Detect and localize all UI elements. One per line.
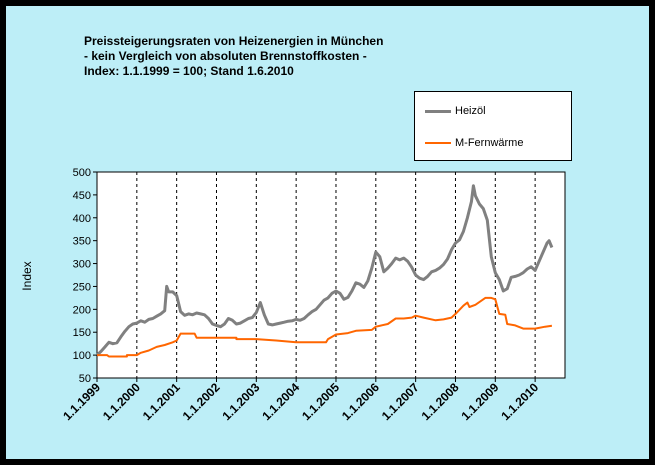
chart-index-note: Index: 1.1.1999 = 100; Stand 1.6.2010 [84, 64, 294, 78]
chart-title-block: Preissteigerungsraten von Heizenergien i… [84, 34, 383, 79]
x-tick-label-9: 1.1.2008 [419, 380, 462, 423]
y-tick-label-8: 450 [73, 190, 91, 202]
plot-border [96, 171, 566, 379]
chart-subtitle: - kein Vergleich von absoluten Brennstof… [84, 49, 367, 63]
x-tick-label-10: 1.1.2009 [458, 380, 501, 423]
y-tick-label-7: 400 [73, 213, 91, 225]
x-tick-label-6: 1.1.2005 [299, 380, 342, 423]
y-tick-label-6: 350 [73, 236, 91, 248]
x-tick-label-3: 1.1.2002 [180, 380, 223, 423]
y-tick-label-0: 50 [79, 373, 91, 385]
y-tick-label-5: 300 [73, 259, 91, 271]
y-tick-label-1: 100 [73, 350, 91, 362]
legend-label-fernwaerme: M-Fernwärme [455, 137, 524, 149]
x-tick-label-5: 1.1.2004 [259, 380, 302, 423]
y-tick-label-4: 250 [73, 281, 91, 293]
legend-swatch-heizoel [425, 110, 451, 113]
y-tick-label-3: 200 [73, 304, 91, 316]
x-tick-label-7: 1.1.2006 [339, 380, 382, 423]
y-tick-label-2: 150 [73, 327, 91, 339]
chart-title: Preissteigerungsraten von Heizenergien i… [84, 34, 384, 48]
legend-label-heizoel: Heizöl [455, 105, 486, 117]
x-tick-label-2: 1.1.2001 [140, 380, 183, 423]
series-line-fernwaerme [97, 296, 553, 358]
x-tick-label-8: 1.1.2007 [379, 380, 422, 423]
legend: Heizöl M-Fernwärme [414, 91, 572, 161]
x-tick-label-1: 1.1.2000 [100, 380, 143, 423]
y-tick-label-9: 500 [73, 167, 91, 179]
x-tick-label-11: 1.1.2010 [498, 380, 541, 423]
x-tick-label-0: 1.1.1999 [60, 380, 103, 423]
legend-swatch-fernwaerme [425, 142, 451, 144]
x-tick-label-4: 1.1.2003 [220, 380, 263, 423]
series-line-heizoel [95, 184, 554, 357]
y-axis-label: Index [20, 261, 34, 290]
plot-area [97, 172, 565, 378]
